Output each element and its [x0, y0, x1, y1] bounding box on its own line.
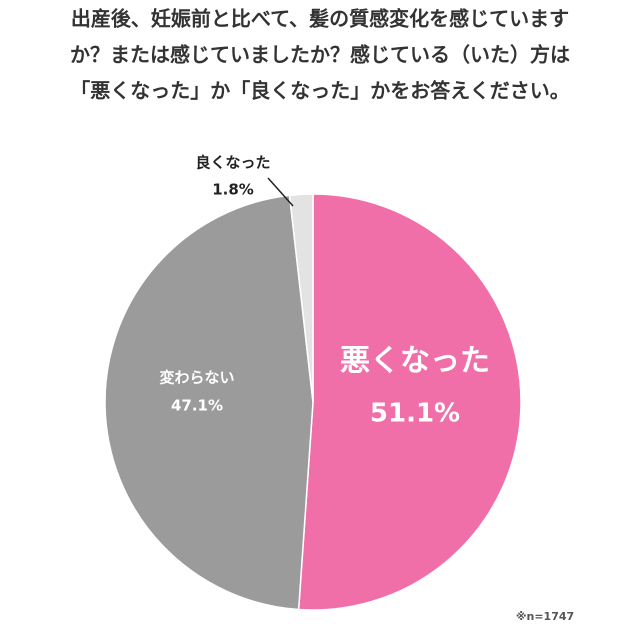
leader-line: [267, 177, 294, 207]
value-label: 47.1%: [171, 397, 223, 415]
pie-slice: [104, 194, 314, 611]
chart-title: 出産後、妊娠前と比べて、髪の質感変化を感じています: [71, 7, 569, 31]
value-label: 1.8%: [212, 181, 254, 199]
slice-label: 変わらない: [159, 369, 234, 387]
slice-label: 良くなった: [195, 154, 270, 172]
pie-slice: [297, 193, 522, 611]
chart-title: 「悪くなった」か「良くなった」かをお答えください。: [70, 79, 569, 103]
note: ※n=1747: [516, 610, 574, 623]
chart-title: か？または感じていましたか？感じている（いた）方は: [70, 43, 570, 67]
slice-label: 悪くなった: [340, 344, 490, 379]
pie-slice: [288, 193, 314, 403]
value-label: 51.1%: [370, 399, 460, 429]
